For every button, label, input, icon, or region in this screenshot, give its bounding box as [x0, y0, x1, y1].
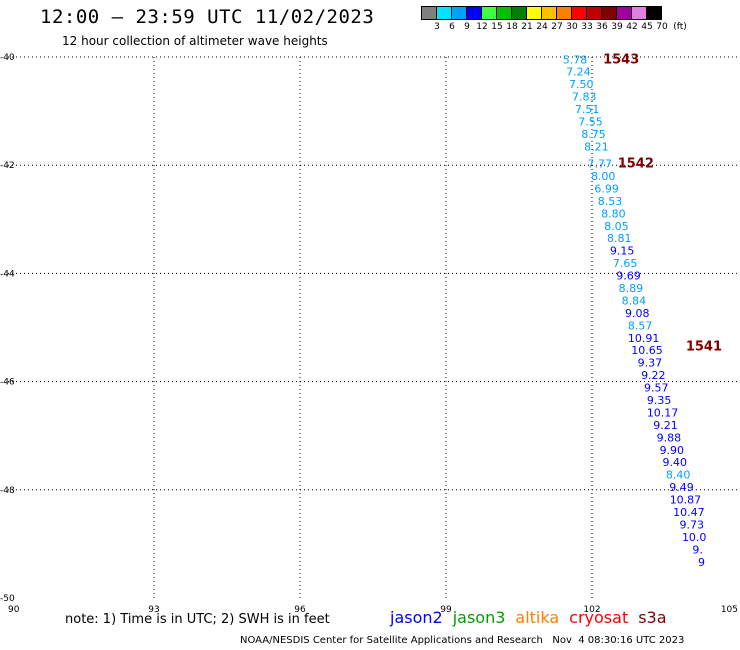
swh-label: 8.53 [598, 195, 623, 208]
swh-label: 9. [692, 543, 703, 556]
swh-label: 8.80 [601, 207, 626, 220]
pass-time-label: 1543 [603, 53, 639, 68]
swh-label: 9.35 [647, 394, 672, 407]
swh-label: 9.69 [616, 270, 641, 283]
swh-label: 9.37 [638, 357, 663, 370]
swh-label: 9.22 [641, 369, 666, 382]
legend-label: 27 [551, 22, 563, 32]
swh-label: 9.90 [660, 444, 685, 457]
legend-label: 9 [464, 22, 470, 32]
swh-label: 10.0 [682, 531, 707, 544]
legend-label: 45 [641, 22, 653, 32]
legend-label: 21 [521, 22, 533, 32]
swh-label: 5.78 [563, 54, 588, 67]
swh-label: 10.91 [628, 332, 660, 345]
swh-label: 10.65 [631, 344, 663, 357]
lon-tick-label: 96 [294, 605, 306, 615]
swh-label: 8.57 [628, 319, 653, 332]
pass-time-label: 1541 [686, 339, 722, 354]
page-subtitle: 12 hour collection of altimeter wave hei… [62, 34, 328, 48]
legend-label: 3 [434, 22, 440, 32]
satellite-name-altika: altika [515, 608, 560, 627]
lat-tick-label: -48 [0, 486, 15, 496]
lat-tick-label: -42 [0, 161, 15, 171]
swh-label: 10.87 [670, 494, 702, 507]
legend-label: 70 [656, 22, 668, 32]
swh-label: 7.83 [572, 90, 597, 103]
swh-label: 9.57 [644, 382, 669, 395]
swh-label: 7.24 [566, 66, 591, 79]
swh-label: 8.89 [619, 282, 644, 295]
satellite-name-jason2: jason2 [390, 608, 443, 627]
units-note: note: 1) Time is in UTC; 2) SWH is in fe… [65, 612, 330, 627]
lat-tick-label: -50 [0, 594, 15, 604]
legend-unit: (ft) [673, 22, 687, 32]
swh-label: 7.51 [575, 103, 600, 116]
legend-label: 36 [596, 22, 608, 32]
swh-label: 9.40 [662, 456, 687, 469]
legend-swatch [646, 6, 662, 20]
swh-label: 7.55 [578, 115, 603, 128]
swh-label: 7.77 [588, 158, 613, 171]
swh-label: 7.65 [613, 257, 638, 270]
color-scale-legend: 3 6 9 12 15 18 21 24 27 30 33 36 39 42 45 70 (ft) [421, 6, 687, 38]
satellite-name-s3a: s3a [638, 608, 667, 627]
swh-label: 9.73 [680, 518, 705, 531]
legend-label: 30 [566, 22, 578, 32]
swh-label: 8.40 [666, 469, 691, 482]
swh-label: 9.15 [610, 245, 635, 258]
legend-label: 6 [449, 22, 455, 32]
legend-label: 12 [476, 22, 488, 32]
swh-label: 7.50 [569, 78, 594, 91]
swh-label: 10.17 [647, 406, 679, 419]
swh-label: 9 [698, 556, 705, 569]
swh-label: 9.88 [657, 431, 682, 444]
lon-tick-label: 93 [148, 605, 159, 615]
legend-labels: 3 6 9 12 15 18 21 24 27 30 33 36 39 42 45 70 (ft) [422, 20, 687, 32]
swh-label: 6.99 [594, 182, 619, 195]
swh-label: 8.84 [622, 294, 647, 307]
lat-tick-label: -44 [0, 269, 15, 279]
pass-time-label: 1542 [618, 157, 654, 172]
swh-label: 8.05 [604, 220, 629, 233]
swh-label: 8.75 [581, 128, 606, 141]
satellite-legend: jason2 jason3 altika cryosat s3a [390, 608, 677, 627]
legend-label: 39 [611, 22, 623, 32]
swh-label: 8.21 [584, 140, 609, 153]
legend-label: 18 [506, 22, 518, 32]
lat-tick-label: -46 [0, 378, 15, 388]
lon-tick-label: 90 [8, 605, 20, 615]
lat-tick-label: -40 [0, 53, 15, 63]
swh-label: 8.81 [607, 232, 632, 245]
legend-label: 24 [536, 22, 548, 32]
swh-label: 9.08 [625, 307, 650, 320]
legend-label: 42 [626, 22, 638, 32]
legend-swatches [421, 6, 662, 20]
lon-tick-label: 105 [721, 605, 738, 615]
legend-label: 33 [581, 22, 593, 32]
lon-tick-label: 102 [583, 605, 600, 615]
legend-label: 15 [491, 22, 503, 32]
swh-label: 9.21 [653, 419, 678, 432]
swh-label: 9.49 [669, 481, 694, 494]
lon-tick-label: 99 [440, 605, 452, 615]
swh-label: 10.47 [673, 506, 705, 519]
satellite-name-cryosat: cryosat [569, 608, 629, 627]
swh-label: 8.00 [591, 170, 616, 183]
page-title: 12:00 – 23:59 UTC 11/02/2023 [40, 6, 375, 28]
satellite-name-jason3: jason3 [452, 608, 506, 627]
footer-credit: NOAA/NESDIS Center for Satellite Applica… [240, 635, 685, 646]
